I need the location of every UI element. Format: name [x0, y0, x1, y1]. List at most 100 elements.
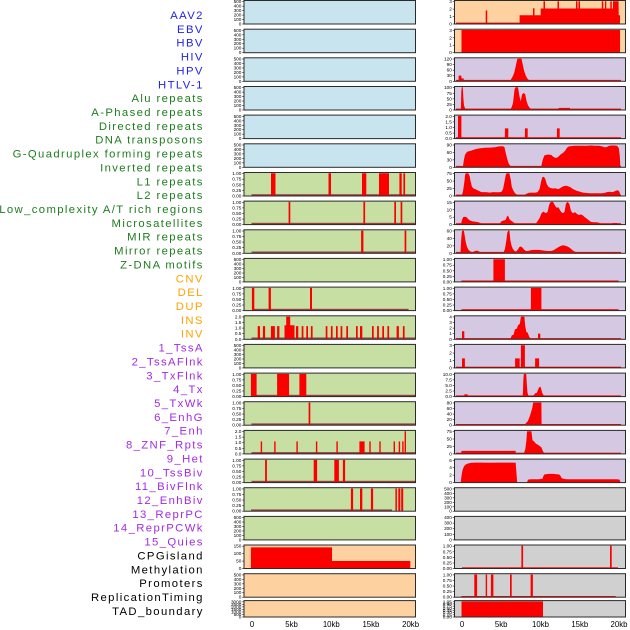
svg-text:60: 60: [447, 150, 453, 155]
svg-text:0.75: 0.75: [232, 234, 242, 239]
svg-text:20kb: 20kb: [402, 620, 420, 629]
svg-text:10_TssBiv: 10_TssBiv: [140, 467, 204, 479]
svg-text:1000: 1000: [231, 609, 242, 614]
svg-text:200: 200: [234, 586, 242, 591]
svg-text:5kb: 5kb: [495, 620, 508, 629]
svg-text:2: 2: [449, 7, 452, 12]
svg-text:0.25: 0.25: [443, 561, 453, 566]
svg-text:0.5: 0.5: [235, 331, 242, 336]
svg-text:500: 500: [234, 85, 242, 90]
svg-text:1: 1: [449, 331, 452, 336]
svg-text:300: 300: [234, 65, 242, 70]
svg-text:Directed repeats: Directed repeats: [99, 121, 204, 133]
svg-text:0.5: 0.5: [445, 131, 452, 136]
svg-text:0.45: 0.45: [443, 608, 453, 613]
svg-text:DEL: DEL: [178, 287, 204, 299]
svg-text:0: 0: [239, 279, 242, 284]
svg-text:0.75: 0.75: [443, 263, 453, 268]
svg-text:500: 500: [234, 0, 242, 4]
svg-text:0.75: 0.75: [232, 291, 242, 296]
svg-text:INS: INS: [181, 315, 204, 327]
svg-text:0: 0: [449, 451, 452, 456]
svg-text:0: 0: [239, 615, 242, 620]
svg-text:400: 400: [234, 577, 242, 582]
svg-text:5: 5: [449, 215, 452, 220]
svg-text:14_ReprPCWk: 14_ReprPCWk: [113, 523, 204, 535]
svg-text:400: 400: [234, 147, 242, 152]
svg-text:0.00: 0.00: [232, 194, 242, 199]
svg-text:L2 repeats: L2 repeats: [137, 190, 204, 202]
svg-text:2: 2: [449, 473, 452, 478]
svg-text:90: 90: [447, 143, 453, 148]
svg-text:Low_complexity A/T rich region: Low_complexity A/T rich regions: [0, 204, 204, 216]
svg-text:7.5: 7.5: [445, 377, 452, 382]
svg-text:500: 500: [234, 257, 242, 262]
svg-text:300: 300: [234, 581, 242, 586]
svg-text:0.0: 0.0: [445, 394, 452, 399]
svg-text:100: 100: [234, 17, 242, 22]
svg-text:Promoters: Promoters: [139, 578, 204, 590]
svg-text:200: 200: [234, 357, 242, 362]
svg-text:1.00: 1.00: [443, 257, 453, 262]
svg-text:0.25: 0.25: [232, 303, 242, 308]
svg-text:4: 4: [449, 315, 452, 320]
svg-text:0.50: 0.50: [232, 498, 242, 503]
svg-text:300: 300: [234, 37, 242, 42]
svg-text:100: 100: [234, 590, 242, 595]
svg-text:100: 100: [234, 361, 242, 366]
svg-text:0: 0: [449, 50, 452, 55]
svg-text:0: 0: [239, 50, 242, 55]
svg-text:3_TxFlnk: 3_TxFlnk: [146, 370, 204, 382]
svg-text:400: 400: [234, 262, 242, 267]
svg-text:500: 500: [444, 486, 452, 491]
svg-text:CPGisland: CPGisland: [137, 550, 203, 562]
svg-text:6_EnhG: 6_EnhG: [154, 412, 204, 424]
svg-text:400: 400: [234, 4, 242, 9]
svg-text:300: 300: [234, 266, 242, 271]
svg-text:15: 15: [447, 200, 453, 205]
svg-text:75: 75: [447, 429, 453, 434]
svg-text:HTLV-1: HTLV-1: [158, 79, 204, 91]
svg-text:100: 100: [234, 103, 242, 108]
svg-text:500: 500: [234, 28, 242, 33]
svg-text:0: 0: [250, 620, 255, 629]
svg-text:500: 500: [234, 57, 242, 62]
svg-text:0.50: 0.50: [443, 297, 453, 302]
svg-text:0.50: 0.50: [443, 555, 453, 560]
svg-text:50: 50: [447, 96, 453, 101]
svg-text:1.00: 1.00: [232, 486, 242, 491]
svg-text:Z-DNA motifs: Z-DNA motifs: [120, 259, 204, 271]
svg-text:0.5: 0.5: [235, 446, 242, 451]
svg-text:0.00: 0.00: [232, 394, 242, 399]
svg-text:10kb: 10kb: [532, 620, 550, 629]
svg-text:0.00: 0.00: [232, 480, 242, 485]
svg-text:3: 3: [449, 320, 452, 325]
svg-text:30: 30: [447, 157, 453, 162]
svg-text:3: 3: [449, 343, 452, 348]
svg-text:75: 75: [447, 171, 453, 176]
svg-text:3000: 3000: [231, 599, 242, 604]
svg-text:0.50: 0.50: [443, 268, 453, 273]
svg-text:INV: INV: [181, 329, 204, 341]
svg-text:TAD_boundary: TAD_boundary: [112, 606, 204, 618]
svg-text:100: 100: [234, 551, 242, 556]
svg-text:90: 90: [447, 62, 453, 67]
svg-text:0.50: 0.50: [232, 469, 242, 474]
svg-text:6: 6: [449, 458, 452, 463]
svg-text:Microsatellites: Microsatellites: [112, 218, 204, 230]
svg-text:0.00: 0.00: [443, 308, 453, 313]
svg-text:2: 2: [449, 351, 452, 356]
svg-text:1.05: 1.05: [443, 599, 453, 604]
svg-text:300: 300: [234, 123, 242, 128]
svg-text:0.75: 0.75: [232, 177, 242, 182]
svg-text:400: 400: [444, 515, 452, 520]
svg-text:HIV: HIV: [181, 52, 204, 64]
svg-text:2500: 2500: [231, 602, 242, 607]
svg-text:0.00: 0.00: [443, 615, 453, 620]
svg-text:500: 500: [234, 515, 242, 520]
svg-text:1_TssA: 1_TssA: [158, 343, 203, 355]
svg-text:1: 1: [449, 43, 452, 48]
svg-text:1.0: 1.0: [235, 326, 242, 331]
svg-text:300: 300: [444, 521, 452, 526]
svg-text:1: 1: [449, 14, 452, 19]
